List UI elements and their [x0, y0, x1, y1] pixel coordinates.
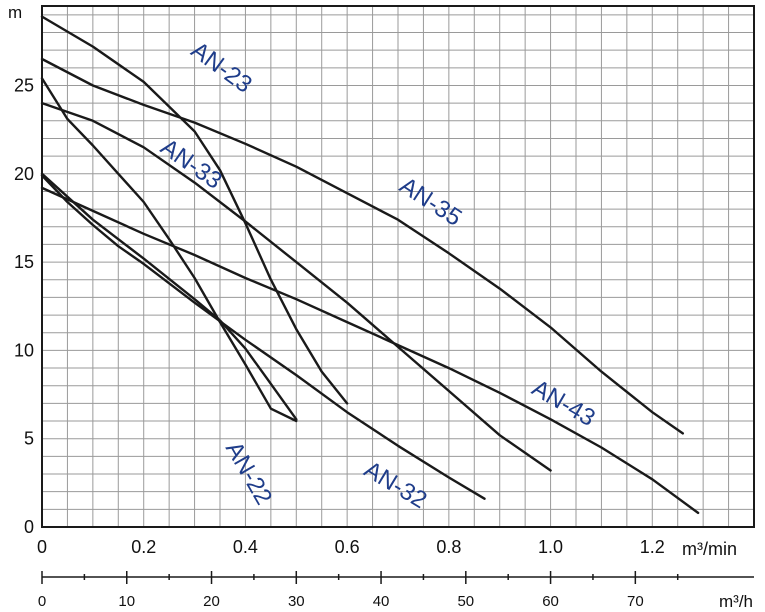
- y-tick-label: 5: [24, 429, 34, 449]
- x-tick-label: 0.8: [436, 537, 461, 557]
- y-tick-label: 25: [14, 75, 34, 95]
- y-tick-label: 20: [14, 164, 34, 184]
- x-tick-label: 1.2: [640, 537, 665, 557]
- secondary-x-tick-label: 50: [457, 593, 474, 610]
- secondary-x-tick-label: 70: [627, 593, 644, 610]
- curve-an-23: [40, 15, 349, 405]
- x-tick-label: 0.4: [233, 537, 258, 557]
- tick-labels: 0 5 10 15 20 25 0 0.2 0.4 0.6 0.8 1.0 1.2 0 10 20 30 40 50…: [14, 75, 754, 610]
- secondary-x-tick-label: 30: [288, 593, 305, 610]
- plot-frame: [41, 5, 755, 528]
- x-unit-label: m³/min: [682, 539, 737, 559]
- secondary-x-tick-label: 10: [118, 593, 135, 610]
- secondary-x-tick-label: 40: [373, 593, 390, 610]
- curve-an-43: [40, 186, 700, 515]
- x-tick-label: 0.2: [131, 537, 156, 557]
- y-tick-label: 15: [14, 252, 34, 272]
- curve-an-33: [40, 77, 298, 423]
- secondary-x-tick-label: 60: [542, 593, 559, 610]
- curves: [40, 15, 700, 515]
- y-tick-label: 10: [14, 340, 34, 360]
- curve-an-32: [40, 174, 486, 500]
- y-unit-label: m: [8, 3, 22, 22]
- secondary-x-tick-label: 20: [203, 593, 220, 610]
- curve-label-an-22: AN-22: [220, 437, 277, 509]
- curve-an-35: [40, 57, 684, 435]
- y-tick-label: 0: [24, 517, 34, 537]
- x-tick-label: 0: [37, 537, 47, 557]
- secondary-x-tick-label: 0: [38, 593, 46, 610]
- curve-label-an-35: AN-35: [395, 172, 467, 232]
- x-tick-label: 1.0: [538, 537, 563, 557]
- curve-an-22: [40, 101, 552, 472]
- curve-unlabeled-6: [40, 172, 298, 421]
- secondary-x-unit-label: m³/h: [719, 592, 753, 611]
- grid: [41, 5, 755, 528]
- curve-label-an-32: AN-32: [359, 456, 431, 514]
- x-tick-label: 0.6: [335, 537, 360, 557]
- curve-label-an-43: AN-43: [527, 375, 599, 432]
